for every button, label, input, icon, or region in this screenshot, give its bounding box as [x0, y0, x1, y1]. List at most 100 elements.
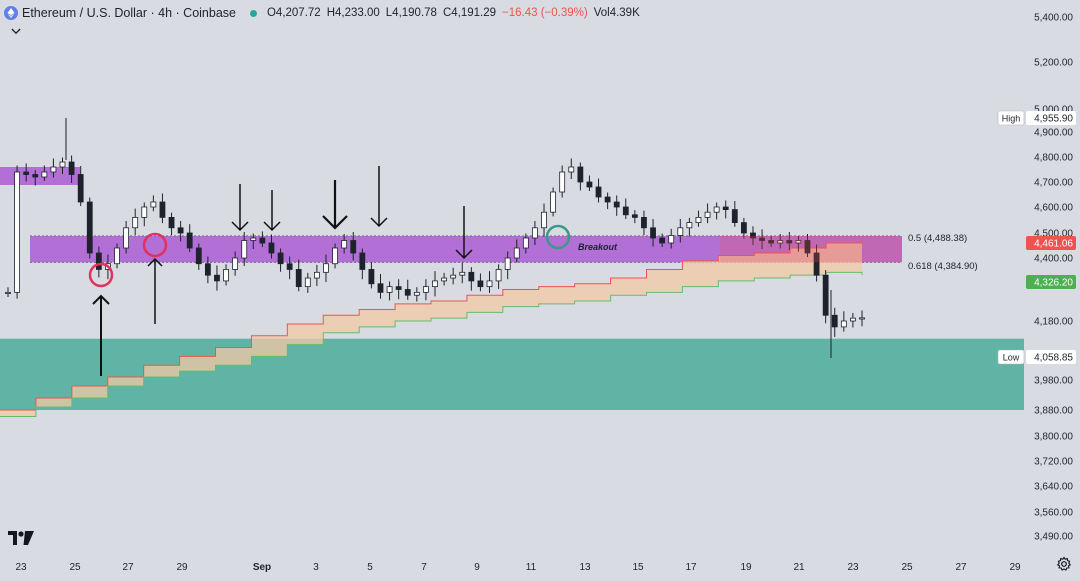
collapse-legend-button[interactable]	[8, 24, 24, 38]
candle[interactable]	[740, 217, 747, 239]
candle[interactable]	[586, 175, 593, 192]
candle[interactable]	[432, 271, 438, 297]
candle[interactable]	[486, 271, 493, 293]
candle[interactable]	[77, 166, 84, 206]
candle[interactable]	[459, 262, 466, 284]
candle[interactable]	[423, 279, 429, 301]
candle[interactable]	[768, 236, 775, 247]
candle[interactable]	[532, 221, 538, 245]
candle[interactable]	[404, 279, 411, 300]
candle[interactable]	[577, 162, 584, 191]
candle[interactable]	[159, 193, 166, 224]
candle[interactable]	[550, 187, 557, 217]
candle[interactable]	[241, 231, 248, 267]
candle[interactable]	[14, 165, 20, 299]
candle[interactable]	[395, 279, 402, 300]
candle[interactable]	[850, 312, 856, 328]
candle[interactable]	[595, 178, 602, 203]
candle[interactable]	[223, 264, 229, 286]
candle[interactable]	[359, 248, 366, 280]
candle[interactable]	[86, 197, 93, 259]
candle[interactable]	[804, 234, 811, 257]
candle[interactable]	[731, 201, 738, 227]
candle[interactable]	[777, 234, 784, 249]
candle[interactable]	[313, 264, 320, 287]
time-axis[interactable]	[0, 552, 1080, 576]
candle[interactable]	[450, 267, 457, 285]
candle[interactable]	[704, 203, 711, 224]
candle[interactable]	[341, 234, 348, 254]
symbol-title[interactable]: Ethereum / U.S. Dollar · 4h · Coinbase	[22, 6, 236, 20]
price-axis[interactable]	[1024, 0, 1080, 552]
candle[interactable]	[522, 233, 529, 254]
candle[interactable]	[195, 243, 202, 271]
candle[interactable]	[268, 234, 275, 259]
candle[interactable]	[386, 281, 393, 301]
candle[interactable]	[277, 248, 284, 272]
candle[interactable]	[323, 254, 329, 283]
candle[interactable]	[695, 210, 702, 227]
candle[interactable]	[568, 158, 575, 180]
candle[interactable]	[350, 231, 357, 261]
candle[interactable]	[513, 239, 520, 263]
candle[interactable]	[95, 246, 102, 278]
candle[interactable]	[177, 221, 184, 242]
candle[interactable]	[286, 256, 293, 280]
candle[interactable]	[795, 236, 802, 252]
candle[interactable]	[304, 272, 311, 293]
candle[interactable]	[659, 233, 666, 248]
candle[interactable]	[604, 192, 611, 210]
candle[interactable]	[41, 165, 48, 182]
candle[interactable]	[840, 311, 847, 332]
candle[interactable]	[204, 256, 211, 284]
candle[interactable]	[495, 264, 502, 289]
candle[interactable]	[23, 163, 30, 182]
candle[interactable]	[677, 218, 684, 243]
candle[interactable]	[368, 262, 375, 289]
candle[interactable]	[559, 165, 566, 198]
candle[interactable]	[622, 198, 629, 219]
candle[interactable]	[250, 233, 257, 250]
candle[interactable]	[859, 310, 865, 327]
candle[interactable]	[413, 287, 420, 302]
candle[interactable]	[332, 243, 338, 269]
candle[interactable]	[650, 218, 656, 247]
candle[interactable]	[477, 273, 484, 292]
candle[interactable]	[686, 217, 693, 237]
candle[interactable]	[759, 229, 765, 249]
settings-gear-icon[interactable]	[1056, 556, 1072, 572]
candle[interactable]	[822, 270, 829, 324]
candle[interactable]	[295, 259, 302, 292]
candle[interactable]	[441, 272, 447, 286]
candle[interactable]	[713, 202, 720, 220]
candle[interactable]	[541, 203, 547, 237]
tradingview-logo[interactable]	[8, 530, 34, 546]
candle[interactable]	[59, 157, 66, 175]
candle[interactable]	[5, 287, 11, 297]
candle[interactable]	[631, 210, 638, 224]
candle[interactable]	[68, 155, 75, 184]
candle[interactable]	[613, 195, 620, 216]
candle[interactable]	[831, 307, 838, 337]
candle[interactable]	[141, 202, 148, 227]
candle[interactable]	[123, 221, 130, 254]
candle[interactable]	[50, 158, 57, 178]
candle[interactable]	[750, 226, 756, 245]
candle[interactable]	[813, 244, 820, 282]
candle[interactable]	[377, 274, 384, 299]
candle[interactable]	[32, 170, 39, 186]
candle[interactable]	[786, 231, 793, 250]
candle[interactable]	[150, 195, 157, 212]
candle[interactable]	[232, 251, 239, 276]
candle[interactable]	[168, 212, 175, 235]
candle[interactable]	[259, 231, 266, 247]
candle[interactable]	[114, 243, 120, 269]
candle[interactable]	[468, 267, 475, 291]
candle[interactable]	[504, 251, 511, 280]
candle[interactable]	[132, 208, 139, 235]
candle[interactable]	[641, 210, 647, 235]
candle[interactable]	[722, 200, 729, 219]
candle[interactable]	[186, 224, 193, 252]
